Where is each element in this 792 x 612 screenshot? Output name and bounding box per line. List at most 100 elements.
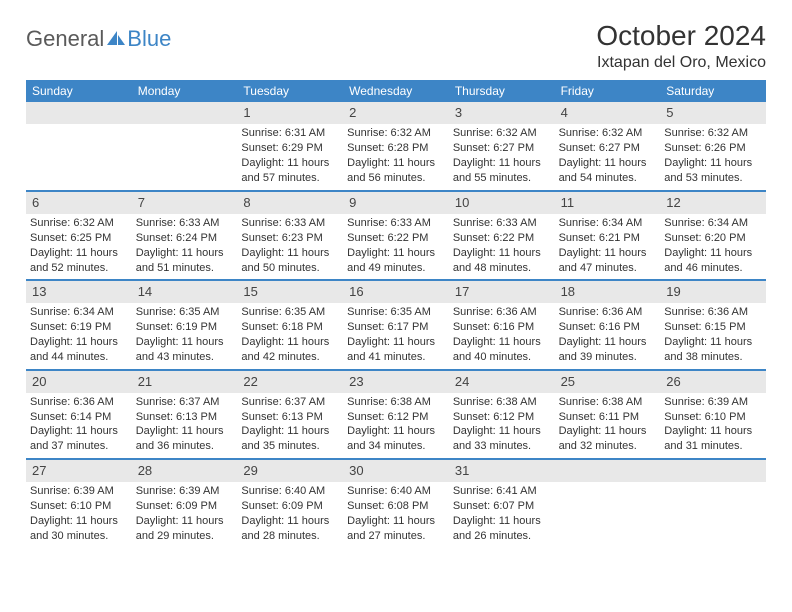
day-cell: 3Sunrise: 6:32 AMSunset: 6:27 PMDaylight…: [449, 102, 555, 190]
day-number-row: 7: [132, 192, 238, 214]
day-detail-line: Sunrise: 6:35 AM: [136, 305, 234, 320]
day-cell: 19Sunrise: 6:36 AMSunset: 6:15 PMDayligh…: [660, 281, 766, 368]
day-detail-line: Sunrise: 6:39 AM: [136, 484, 234, 499]
day-detail-line: Sunset: 6:12 PM: [347, 410, 445, 425]
day-detail-line: [136, 156, 234, 171]
day-detail-line: and 34 minutes.: [347, 439, 445, 454]
day-details: Sunrise: 6:32 AMSunset: 6:27 PMDaylight:…: [559, 126, 657, 185]
day-detail-line: [664, 484, 762, 499]
day-details: Sunrise: 6:37 AMSunset: 6:13 PMDaylight:…: [136, 395, 234, 454]
day-number: 12: [666, 195, 680, 210]
day-cell: [132, 102, 238, 190]
day-number: 24: [455, 374, 469, 389]
day-detail-line: Sunset: 6:22 PM: [347, 231, 445, 246]
day-cell: [555, 460, 661, 547]
day-cell: 26Sunrise: 6:39 AMSunset: 6:10 PMDayligh…: [660, 371, 766, 458]
weekday-header: Sunday: [26, 80, 132, 102]
day-cell: 2Sunrise: 6:32 AMSunset: 6:28 PMDaylight…: [343, 102, 449, 190]
day-detail-line: Sunset: 6:28 PM: [347, 141, 445, 156]
day-detail-line: [136, 126, 234, 141]
day-detail-line: Daylight: 11 hours: [241, 156, 339, 171]
day-number-row: 4: [555, 102, 661, 124]
day-detail-line: and 41 minutes.: [347, 350, 445, 365]
day-details: Sunrise: 6:32 AMSunset: 6:25 PMDaylight:…: [30, 216, 128, 275]
day-detail-line: and 28 minutes.: [241, 529, 339, 544]
day-detail-line: and 38 minutes.: [664, 350, 762, 365]
calendar: Sunday Monday Tuesday Wednesday Thursday…: [26, 80, 766, 548]
day-number-row: 11: [555, 192, 661, 214]
day-number: 9: [349, 195, 356, 210]
week-row: 6 Sunrise: 6:32 AMSunset: 6:25 PMDaylight…: [26, 190, 766, 279]
day-detail-line: Sunrise: 6:34 AM: [559, 216, 657, 231]
day-number: 25: [561, 374, 575, 389]
day-number: 6: [32, 195, 39, 210]
day-number: 20: [32, 374, 46, 389]
day-cell: 10 Sunrise: 6:33 AMSunset: 6:22 PMDayligh…: [449, 192, 555, 279]
day-cell: 31Sunrise: 6:41 AMSunset: 6:07 PMDayligh…: [449, 460, 555, 547]
day-detail-line: and 44 minutes.: [30, 350, 128, 365]
day-number-row: 1: [237, 102, 343, 124]
day-details: Sunrise: 6:31 AMSunset: 6:29 PMDaylight:…: [241, 126, 339, 185]
day-cell: 8Sunrise: 6:33 AMSunset: 6:23 PMDaylight…: [237, 192, 343, 279]
day-detail-line: and 36 minutes.: [136, 439, 234, 454]
day-details: Sunrise: 6:36 AMSunset: 6:16 PMDaylight:…: [453, 305, 551, 364]
day-detail-line: Daylight: 11 hours: [136, 246, 234, 261]
day-number: 4: [561, 105, 568, 120]
day-number: 10: [455, 195, 469, 210]
day-cell: 25Sunrise: 6:38 AMSunset: 6:11 PMDayligh…: [555, 371, 661, 458]
day-detail-line: Daylight: 11 hours: [453, 335, 551, 350]
day-detail-line: [664, 499, 762, 514]
day-detail-line: and 43 minutes.: [136, 350, 234, 365]
day-number: 7: [138, 195, 145, 210]
day-detail-line: Sunrise: 6:36 AM: [453, 305, 551, 320]
day-detail-line: Sunrise: 6:36 AM: [30, 395, 128, 410]
day-details: Sunrise: 6:39 AMSunset: 6:09 PMDaylight:…: [136, 484, 234, 543]
day-number-row: 17: [449, 281, 555, 303]
day-detail-line: and 31 minutes.: [664, 439, 762, 454]
day-details: Sunrise: 6:32 AMSunset: 6:26 PMDaylight:…: [664, 126, 762, 185]
week-row: 13Sunrise: 6:34 AMSunset: 6:19 PMDayligh…: [26, 279, 766, 368]
day-details: Sunrise: 6:38 AMSunset: 6:12 PMDaylight:…: [453, 395, 551, 454]
day-details: Sunrise: 6:37 AMSunset: 6:13 PMDaylight:…: [241, 395, 339, 454]
day-details: Sunrise: 6:35 AMSunset: 6:19 PMDaylight:…: [136, 305, 234, 364]
day-number: 3: [455, 105, 462, 120]
day-detail-line: and 37 minutes.: [30, 439, 128, 454]
day-cell: 23Sunrise: 6:38 AMSunset: 6:12 PMDayligh…: [343, 371, 449, 458]
day-details: Sunrise: 6:33 AMSunset: 6:22 PMDaylight:…: [453, 216, 551, 275]
weekday-header: Tuesday: [237, 80, 343, 102]
logo-sail-icon: [107, 31, 125, 45]
day-detail-line: and 30 minutes.: [30, 529, 128, 544]
logo: General Blue: [26, 26, 171, 52]
day-detail-line: Sunrise: 6:35 AM: [241, 305, 339, 320]
day-detail-line: Sunset: 6:24 PM: [136, 231, 234, 246]
day-number: [666, 463, 670, 478]
day-detail-line: and 42 minutes.: [241, 350, 339, 365]
day-detail-line: and 52 minutes.: [30, 261, 128, 276]
day-details: Sunrise: 6:34 AMSunset: 6:19 PMDaylight:…: [30, 305, 128, 364]
day-detail-line: Sunset: 6:22 PM: [453, 231, 551, 246]
weekday-header: Monday: [132, 80, 238, 102]
day-cell: 7Sunrise: 6:33 AMSunset: 6:24 PMDaylight…: [132, 192, 238, 279]
day-number-row: 5: [660, 102, 766, 124]
day-detail-line: Sunset: 6:25 PM: [30, 231, 128, 246]
day-detail-line: Sunset: 6:27 PM: [559, 141, 657, 156]
day-number: [561, 463, 565, 478]
day-details: Sunrise: 6:36 AMSunset: 6:14 PMDaylight:…: [30, 395, 128, 454]
day-detail-line: [559, 529, 657, 544]
day-detail-line: Sunrise: 6:37 AM: [136, 395, 234, 410]
day-detail-line: Sunrise: 6:38 AM: [559, 395, 657, 410]
day-details: Sunrise: 6:40 AMSunset: 6:09 PMDaylight:…: [241, 484, 339, 543]
day-number: 30: [349, 463, 363, 478]
location-subtitle: Ixtapan del Oro, Mexico: [596, 54, 766, 72]
day-number: [138, 105, 142, 120]
day-detail-line: Sunset: 6:11 PM: [559, 410, 657, 425]
day-detail-line: Daylight: 11 hours: [453, 156, 551, 171]
day-detail-line: [136, 141, 234, 156]
day-number: 14: [138, 284, 152, 299]
day-detail-line: and 57 minutes.: [241, 171, 339, 186]
day-detail-line: Sunrise: 6:32 AM: [453, 126, 551, 141]
day-cell: 14 Sunrise: 6:35 AMSunset: 6:19 PMDayligh…: [132, 281, 238, 368]
day-detail-line: Sunrise: 6:33 AM: [453, 216, 551, 231]
day-detail-line: Sunset: 6:26 PM: [664, 141, 762, 156]
day-detail-line: Sunset: 6:09 PM: [136, 499, 234, 514]
